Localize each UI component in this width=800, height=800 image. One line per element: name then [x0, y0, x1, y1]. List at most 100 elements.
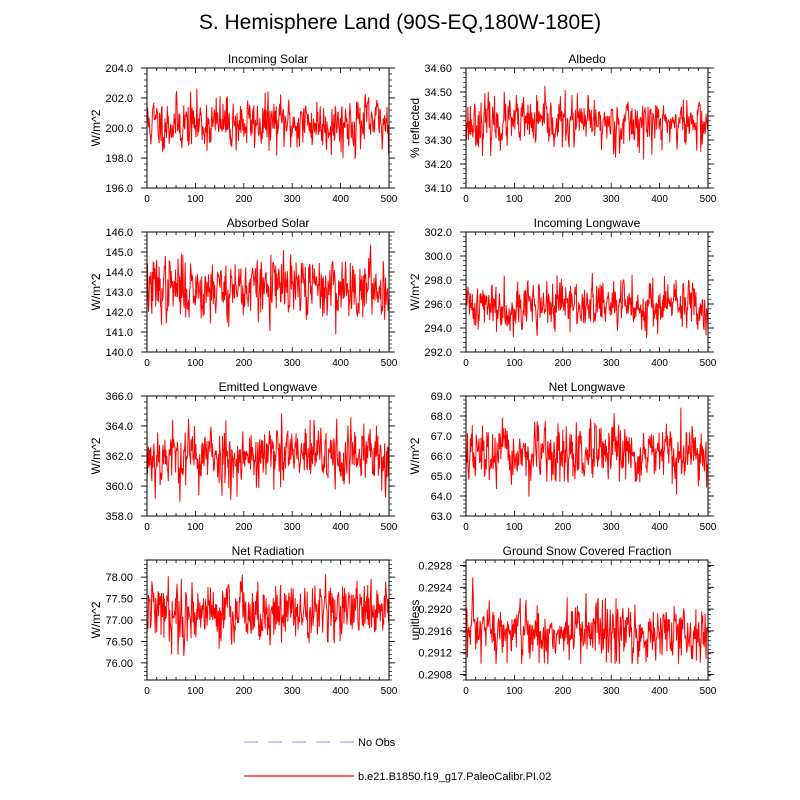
y-tick-label: 145.0 — [105, 247, 133, 259]
y-tick-label: 76.00 — [105, 658, 133, 670]
x-tick-label: 400 — [651, 522, 668, 533]
chart-panel: Incoming Solar W/m^2 0 100 200 300 400 500 196.0… — [89, 52, 398, 205]
panel-title: Ground Snow Covered Fraction — [503, 544, 672, 558]
x-tick-label: 0 — [463, 522, 469, 533]
chart-panel: Ground Snow Covered Fraction unitless 0 100… — [408, 544, 717, 697]
y-tick-label: 0.2924 — [418, 582, 452, 594]
y-tick-label: 68.0 — [431, 411, 452, 423]
y-tick-label: 0.2928 — [418, 560, 452, 572]
y-tick-label: 77.00 — [105, 615, 133, 627]
x-tick-label: 400 — [651, 686, 668, 697]
series-line — [146, 413, 390, 502]
y-tick-label: 366.0 — [105, 391, 133, 403]
x-tick-label: 400 — [651, 358, 668, 369]
panel-title: Absorbed Solar — [227, 216, 310, 230]
y-axis-label: unitless — [408, 600, 422, 641]
x-tick-label: 500 — [381, 194, 398, 205]
y-tick-label: 298.0 — [424, 275, 452, 287]
y-tick-label: 34.60 — [424, 63, 452, 75]
x-tick-label: 200 — [235, 686, 252, 697]
legend: No Obs b.e21.B1850.f19_g17.PaleoCalibr.P… — [244, 737, 551, 783]
y-tick-label: 77.50 — [105, 594, 133, 606]
x-tick-label: 300 — [284, 686, 301, 697]
y-axis-label: W/m^2 — [408, 437, 422, 474]
y-tick-label: 294.0 — [424, 323, 452, 335]
x-tick-label: 500 — [381, 522, 398, 533]
x-tick-label: 400 — [332, 686, 349, 697]
y-tick-label: 0.2920 — [418, 604, 452, 616]
series-line — [465, 577, 709, 665]
y-tick-label: 34.40 — [424, 111, 452, 123]
x-tick-label: 400 — [332, 194, 349, 205]
y-tick-label: 292.0 — [424, 347, 452, 359]
series-line — [465, 85, 709, 160]
x-tick-label: 500 — [381, 358, 398, 369]
x-tick-label: 0 — [144, 686, 150, 697]
y-tick-label: 78.00 — [105, 572, 133, 584]
y-axis-label: W/m^2 — [408, 273, 422, 310]
x-tick-label: 200 — [235, 522, 252, 533]
y-tick-label: 196.0 — [105, 183, 133, 195]
plot-frame — [465, 231, 709, 353]
y-tick-label: 34.10 — [424, 183, 452, 195]
plot-frame — [465, 559, 709, 681]
x-tick-label: 100 — [187, 686, 204, 697]
y-tick-label: 146.0 — [105, 227, 133, 239]
figure-title: S. Hemisphere Land (90S-EQ,180W-180E) — [199, 11, 601, 34]
y-tick-label: 34.30 — [424, 135, 452, 147]
series-line — [146, 574, 390, 657]
x-tick-label: 300 — [603, 358, 620, 369]
x-tick-label: 300 — [603, 686, 620, 697]
chart-panels: Incoming Solar W/m^2 0 100 200 300 400 500 196.0… — [89, 52, 717, 697]
chart-panel: Emitted Longwave W/m^2 0 100 200 300 400 500 358… — [89, 380, 398, 533]
x-tick-label: 100 — [506, 522, 523, 533]
x-tick-label: 200 — [554, 194, 571, 205]
y-tick-label: 69.0 — [431, 391, 452, 403]
x-tick-label: 300 — [284, 522, 301, 533]
chart-panel: Net Radiation W/m^2 0 100 200 300 400 500 76.00 7… — [89, 544, 398, 697]
plot-frame — [465, 67, 709, 189]
y-tick-label: 362.0 — [105, 451, 133, 463]
y-tick-label: 65.0 — [431, 471, 452, 483]
y-tick-label: 300.0 — [424, 251, 452, 263]
panel-title: Albedo — [568, 52, 606, 66]
x-tick-label: 200 — [235, 194, 252, 205]
panel-title: Net Longwave — [549, 380, 626, 394]
y-axis-label: W/m^2 — [89, 109, 103, 146]
panel-title: Emitted Longwave — [219, 380, 318, 394]
x-tick-label: 200 — [554, 522, 571, 533]
x-tick-label: 500 — [700, 194, 717, 205]
y-tick-label: 302.0 — [424, 227, 452, 239]
x-tick-label: 300 — [603, 194, 620, 205]
y-tick-label: 140.0 — [105, 347, 133, 359]
y-axis-label: W/m^2 — [89, 601, 103, 638]
chart-panel: Net Longwave W/m^2 0 100 200 300 400 500 63.0 64.… — [408, 380, 717, 533]
y-tick-label: 198.0 — [105, 153, 133, 165]
x-tick-label: 100 — [506, 194, 523, 205]
y-tick-label: 0.2908 — [418, 670, 452, 682]
y-tick-label: 141.0 — [105, 327, 133, 339]
x-tick-label: 500 — [381, 686, 398, 697]
x-tick-label: 100 — [187, 522, 204, 533]
chart-panel: Absorbed Solar W/m^2 0 100 200 300 400 500 140.0… — [89, 216, 398, 369]
y-axis-label: W/m^2 — [89, 273, 103, 310]
y-tick-label: 143.0 — [105, 287, 133, 299]
y-tick-label: 142.0 — [105, 307, 133, 319]
legend-obs-label: No Obs — [358, 737, 396, 749]
x-tick-label: 400 — [651, 194, 668, 205]
x-tick-label: 100 — [187, 358, 204, 369]
x-tick-label: 100 — [187, 194, 204, 205]
x-tick-label: 300 — [284, 194, 301, 205]
x-tick-label: 0 — [463, 686, 469, 697]
x-tick-label: 300 — [284, 358, 301, 369]
y-axis-label: % reflected — [408, 98, 422, 158]
y-tick-label: 358.0 — [105, 511, 133, 523]
series-line — [465, 272, 709, 339]
x-tick-label: 500 — [700, 522, 717, 533]
x-tick-label: 200 — [554, 686, 571, 697]
legend-model-label: b.e21.B1850.f19_g17.PaleoCalibr.PI.02 — [358, 771, 551, 783]
y-tick-label: 200.0 — [105, 123, 133, 135]
panel-title: Net Radiation — [232, 544, 305, 558]
y-tick-label: 144.0 — [105, 267, 133, 279]
chart-panel: Incoming Longwave W/m^2 0 100 200 300 400 500 29… — [408, 216, 717, 369]
